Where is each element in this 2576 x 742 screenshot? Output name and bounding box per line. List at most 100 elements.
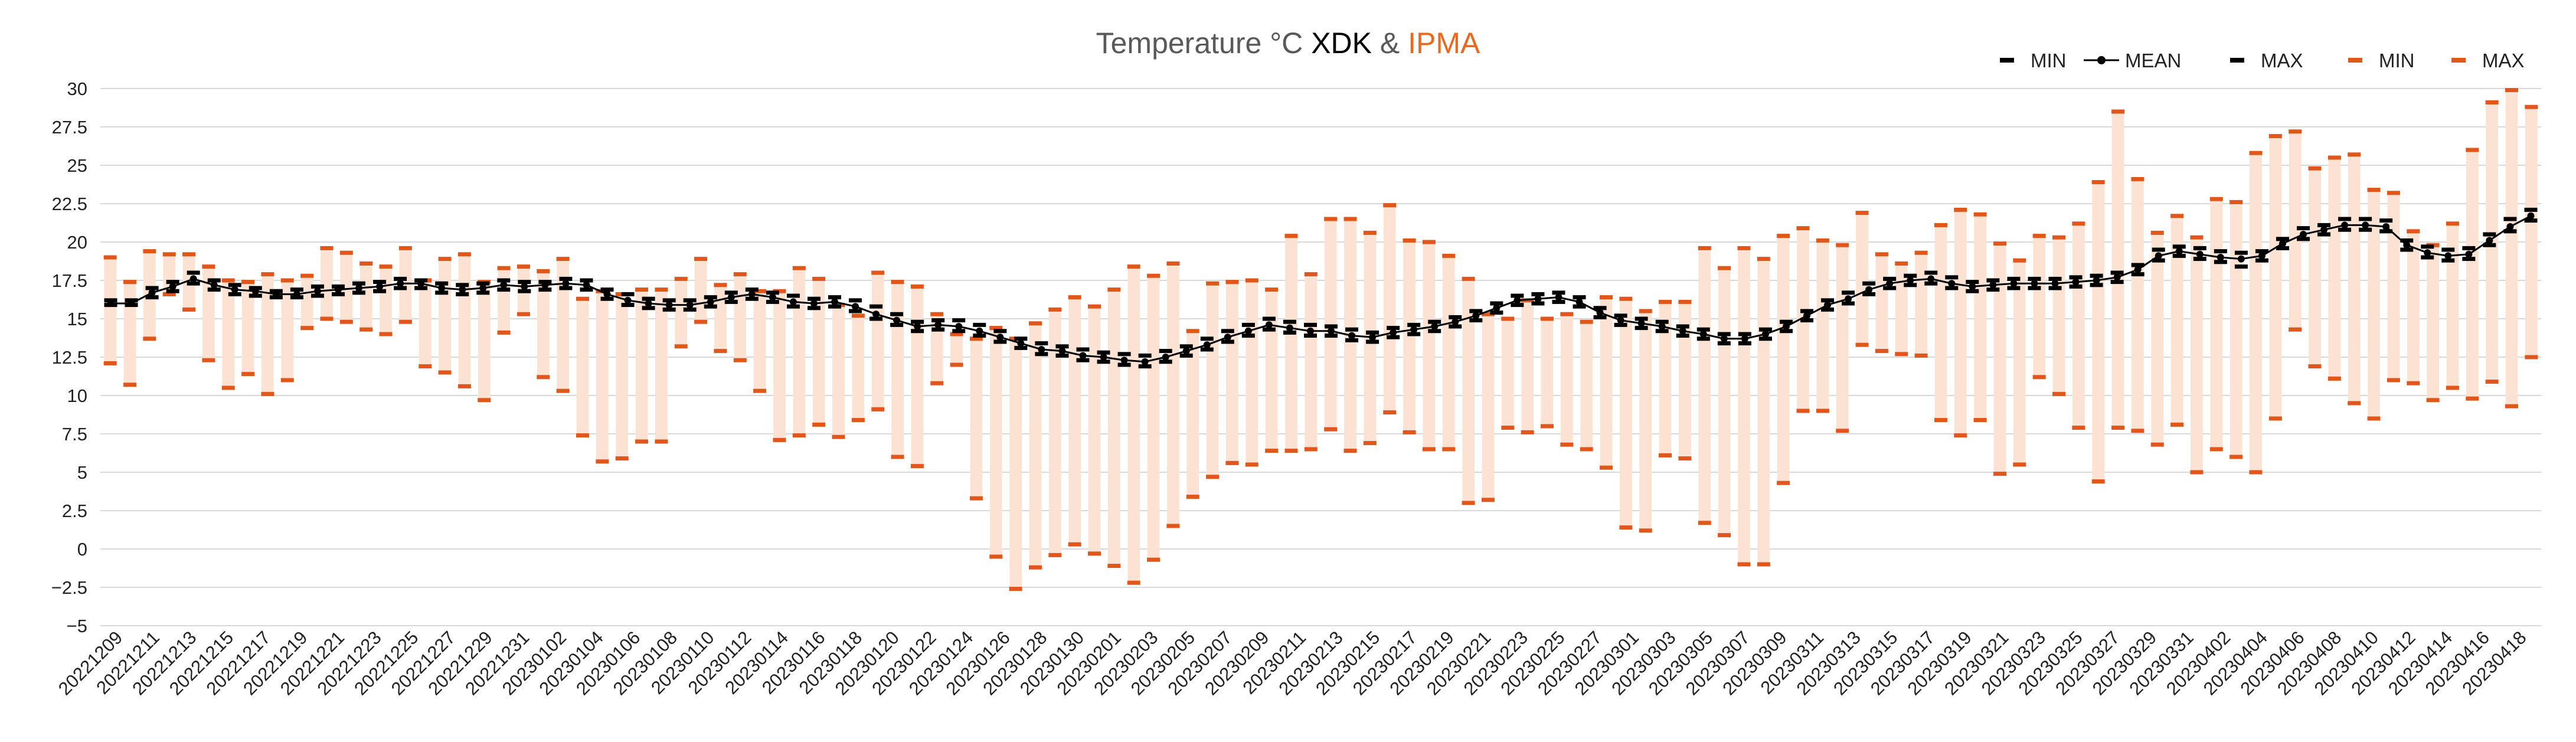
- ipma-range-bar: [1560, 314, 1573, 445]
- ipma-min-mark: [280, 378, 294, 383]
- ipma-range-bar: [1620, 299, 1632, 528]
- ipma-range-bar: [241, 282, 254, 374]
- xdk-min-mark: [662, 307, 676, 312]
- legend-swatch: [2000, 58, 2014, 63]
- ipma-range-bar: [2151, 233, 2164, 445]
- xdk-max-mark: [931, 318, 945, 323]
- xdk-min-mark: [849, 309, 862, 313]
- xdk-mean-point: [1824, 301, 1832, 309]
- xdk-min-mark: [1573, 304, 1586, 309]
- xdk-min-mark: [952, 329, 966, 334]
- ipma-max-mark: [1343, 217, 1357, 221]
- xdk-max-mark: [2193, 246, 2206, 250]
- xdk-max-mark: [890, 312, 904, 316]
- ipma-max-mark: [221, 278, 235, 283]
- xdk-mean-point: [1038, 346, 1045, 353]
- ipma-range-bar: [793, 268, 806, 436]
- xdk-mean-point: [1306, 327, 1314, 335]
- ipma-max-mark: [576, 296, 589, 301]
- ipma-min-mark: [497, 330, 511, 335]
- ipma-max-mark: [359, 261, 373, 266]
- ipma-max-mark: [1383, 203, 1397, 208]
- xdk-max-mark: [352, 281, 366, 286]
- ipma-range-bar: [1856, 213, 1868, 345]
- ipma-min-mark: [2348, 401, 2361, 406]
- xdk-min-mark: [869, 316, 883, 321]
- ipma-max-mark: [694, 257, 708, 262]
- xdk-max-mark: [2297, 226, 2310, 231]
- xdk-min-mark: [1821, 307, 1835, 312]
- ipma-range-bar: [2210, 199, 2223, 449]
- ipma-max-mark: [1442, 253, 1456, 258]
- xdk-mean-point: [1782, 323, 1790, 330]
- ipma-min-mark: [1442, 447, 1456, 452]
- xdk-max-mark: [394, 276, 407, 281]
- ipma-max-mark: [1088, 304, 1101, 309]
- ipma-min-mark: [989, 554, 1003, 559]
- ipma-min-mark: [1127, 580, 1140, 585]
- y-tick-label: 22.5: [52, 194, 87, 214]
- ipma-max-mark: [241, 280, 255, 285]
- ipma-min-mark: [143, 336, 156, 341]
- xdk-mean-point: [996, 334, 1004, 341]
- ipma-max-mark: [891, 280, 904, 285]
- ipma-min-mark: [1521, 430, 1534, 434]
- xdk-mean-point: [2134, 266, 2142, 273]
- ipma-range-bar: [2309, 168, 2321, 367]
- ipma-min-mark: [1284, 449, 1298, 453]
- xdk-max-mark: [2400, 238, 2414, 243]
- xdk-mean-point: [976, 327, 983, 335]
- ipma-range-bar: [1501, 319, 1514, 428]
- xdk-max-mark: [1449, 315, 1462, 319]
- ipma-min-mark: [1914, 353, 1928, 358]
- xdk-mean-point: [2486, 237, 2493, 244]
- ipma-max-mark: [871, 270, 885, 275]
- ipma-max-mark: [714, 283, 727, 287]
- xdk-min-mark: [1428, 329, 1441, 334]
- ipma-max-mark: [2209, 197, 2223, 201]
- ipma-range-bar: [753, 291, 766, 391]
- xdk-max-mark: [1924, 270, 1938, 275]
- ipma-range-bar: [340, 253, 353, 322]
- xdk-mean-point: [2278, 240, 2286, 247]
- xdk-min-mark: [435, 290, 449, 295]
- ipma-range-bar: [498, 268, 510, 333]
- ipma-max-mark: [320, 246, 334, 250]
- ipma-max-mark: [851, 313, 865, 318]
- xdk-mean-point: [1328, 327, 1335, 335]
- xdk-min-mark: [807, 306, 820, 310]
- xdk-mean-point: [1493, 304, 1501, 312]
- ipma-max-mark: [1206, 281, 1220, 286]
- xdk-min-mark: [580, 287, 593, 292]
- ipma-min-mark: [1265, 449, 1279, 453]
- xdk-min-mark: [1407, 332, 1421, 336]
- xdk-max-mark: [1407, 322, 1421, 327]
- xdk-max-mark: [1800, 309, 1813, 313]
- ipma-min-mark: [2052, 391, 2066, 396]
- xdk-min-mark: [2276, 246, 2289, 250]
- ipma-range-bar: [1147, 276, 1160, 560]
- ipma-range-bar: [911, 286, 924, 466]
- xdk-max-mark: [849, 298, 862, 303]
- xdk-mean-point: [1017, 339, 1025, 347]
- xdk-mean-point: [2300, 231, 2307, 238]
- ipma-min-mark: [2091, 479, 2105, 484]
- ipma-range-bar: [2013, 260, 2026, 465]
- xdk-min-mark: [1924, 281, 1938, 286]
- xdk-mean-point: [2362, 221, 2369, 229]
- xdk-min-mark: [497, 287, 511, 292]
- ipma-max-mark: [1560, 312, 1574, 316]
- ipma-range-bar: [1442, 256, 1455, 449]
- ipma-min-mark: [792, 433, 806, 438]
- ipma-max-mark: [1028, 321, 1042, 326]
- ipma-min-mark: [2505, 404, 2518, 408]
- xdk-max-mark: [476, 281, 490, 286]
- ipma-min-mark: [339, 319, 353, 324]
- xdk-mean-point: [1058, 347, 1066, 355]
- ipma-min-mark: [930, 381, 944, 385]
- ipma-min-mark: [1462, 501, 1475, 505]
- ipma-range-bar: [1088, 306, 1101, 554]
- xdk-min-mark: [2462, 257, 2476, 262]
- ipma-min-mark: [832, 434, 845, 439]
- ipma-min-mark: [1895, 352, 1908, 357]
